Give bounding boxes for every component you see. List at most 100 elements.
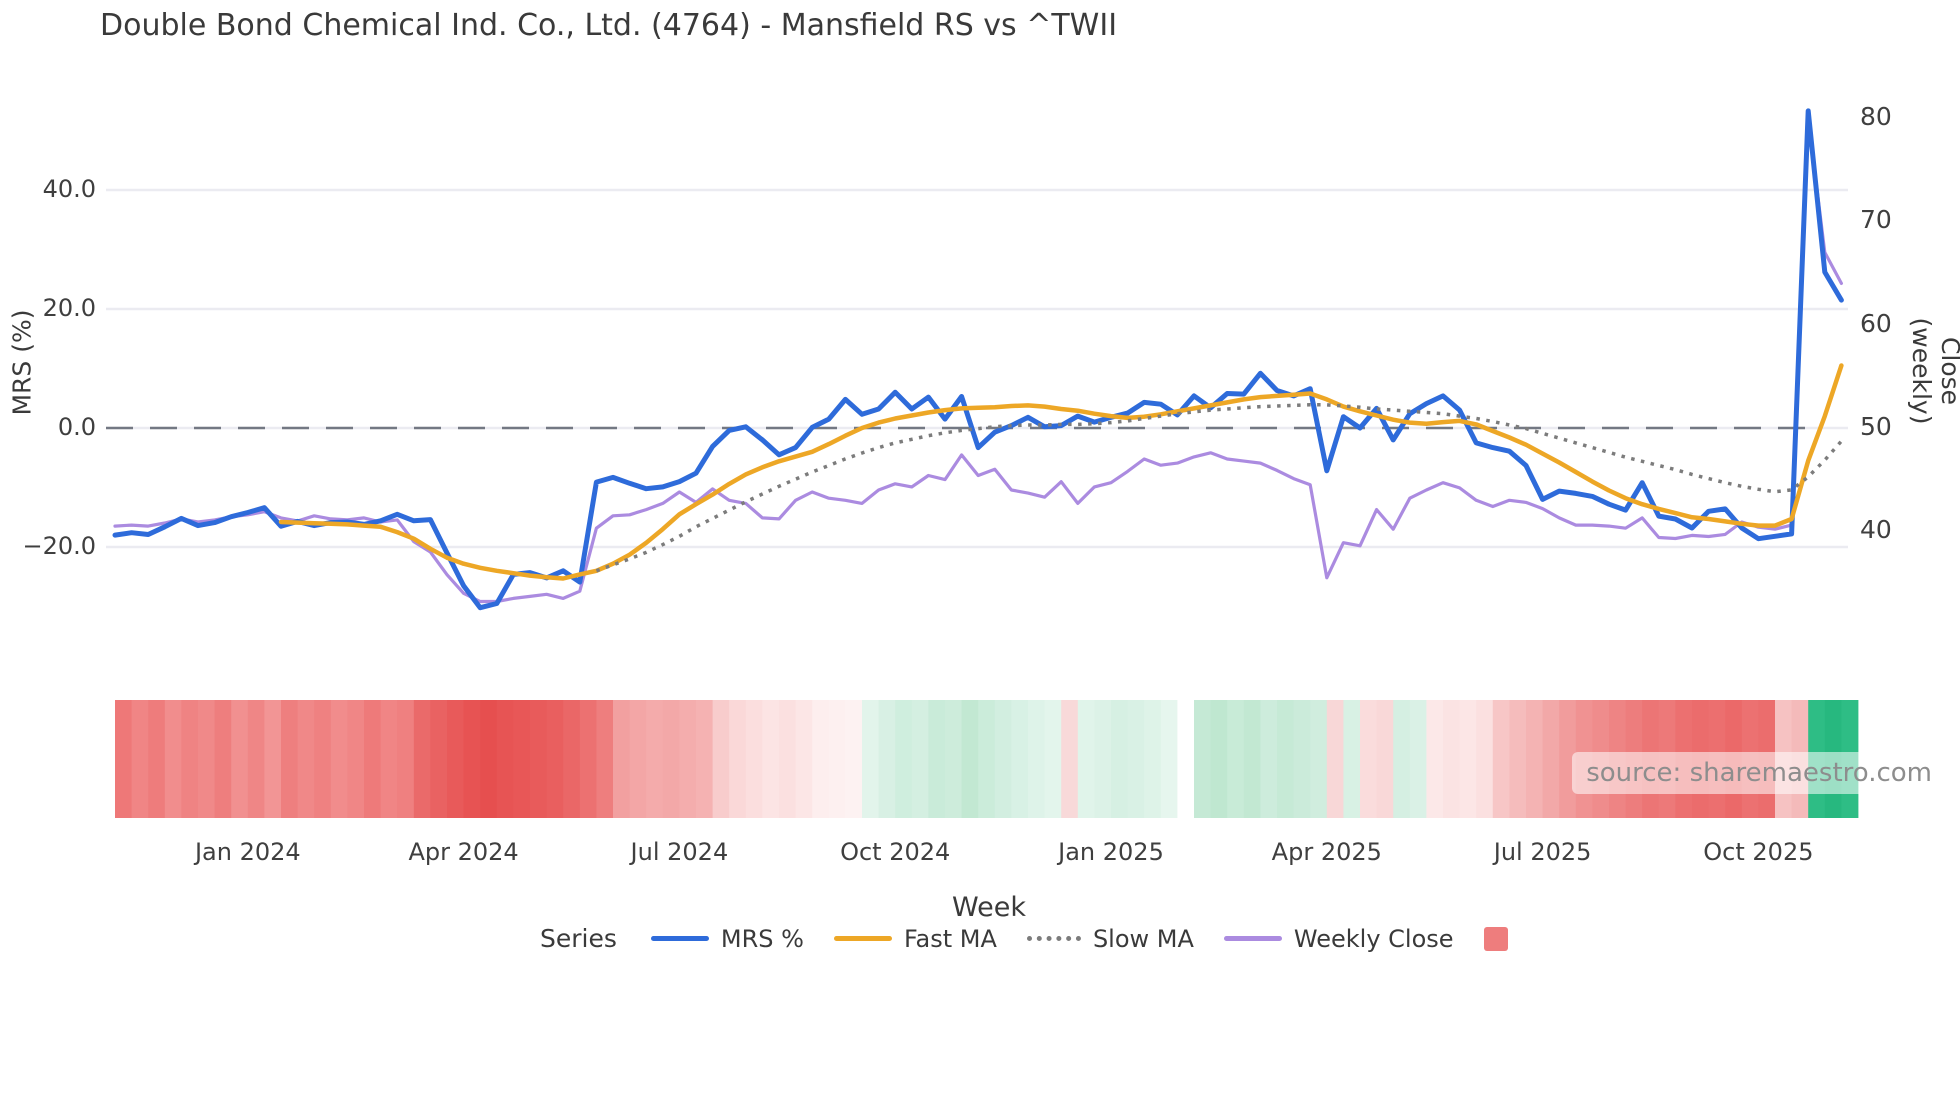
heatmap-cell [579,700,597,818]
heatmap-cell [1542,700,1560,818]
left-tick-label: −20.0 [22,532,96,560]
heatmap-cell [1559,700,1577,818]
heatmap-cell [1326,700,1344,818]
legend-item: Fast MA [833,925,997,953]
right-tick-label: 80 [1860,102,1892,132]
heatmap-cell [1526,700,1543,818]
heatmap-cell [430,700,448,818]
heatmap-cell [1459,700,1477,818]
heatmap-cell [978,700,996,818]
heatmap-cell [1343,700,1361,818]
heatmap-cell [247,700,265,818]
x-tick-label: Jan 2025 [1058,838,1164,866]
heatmap-cell [1277,700,1294,818]
heatmap-cell [413,700,431,818]
heatmap-cell [380,700,398,818]
heatmap-cell [480,700,498,818]
heatmap-cell [330,700,348,818]
heatmap-cell [546,700,564,818]
heatmap-cell [1443,700,1460,818]
legend-item: Weekly Close [1223,924,1454,953]
heatmap-cell [496,700,514,818]
heatmap-cell [1111,700,1128,818]
heatmap-cell [1409,700,1427,818]
heatmap-cell [1260,700,1278,818]
legend-series-label: Series [540,924,617,953]
heatmap-cell [530,700,547,818]
heatmap-cell [696,700,713,818]
heatmap-cell [1293,700,1311,818]
heatmap-cell [1210,700,1228,818]
heatmap-cell [1310,700,1328,818]
series-weekly-close [113,116,1844,604]
chart-title: Double Bond Chemical Ind. Co., Ltd. (476… [100,8,1118,43]
x-tick-label: Apr 2024 [408,838,519,866]
heatmap-cell [795,700,813,818]
x-tick-label: Jan 2024 [194,838,301,866]
heatmap-cell [513,700,531,818]
heatmap-cell [131,700,149,818]
heatmap-cell [662,700,680,818]
heatmap-cell [729,700,747,818]
series-fast-ma [278,363,1844,581]
heatmap-cell [1177,700,1195,818]
left-tick-label: 0.0 [57,413,96,441]
heatmap-cell [845,700,863,818]
heatmap-cell [1426,700,1444,818]
legend-item-label: Weekly Close [1293,924,1454,953]
heatmap-cell [629,700,647,818]
heatmap-cell [1376,700,1394,818]
heatmap-cell [231,700,249,818]
heatmap-cell [397,700,415,818]
heatmap-cell [779,700,796,818]
heatmap-cell [1509,700,1527,818]
series-mrs- [112,108,1844,611]
heatmap-cell [994,700,1012,818]
x-axis-label: Week [952,892,1026,923]
heatmap-cell [214,700,232,818]
heatmap-cell [1044,700,1062,818]
heatmap-cell [1360,700,1377,818]
heatmap-cell [895,700,913,818]
heatmap-cell [447,700,464,818]
heatmap-cell [862,700,879,818]
heatmap-cell [679,700,697,818]
legend-heatmap-swatch [1483,926,1508,951]
heatmap-cell [1160,700,1178,818]
x-tick-label: Jul 2024 [630,838,729,866]
heatmap-cell [646,700,664,818]
heatmap-cell [314,700,332,818]
heatmap-cell [911,700,929,818]
x-tick-label: Oct 2024 [840,838,951,866]
heatmap-cell [961,700,979,818]
heatmap-cell [1077,700,1095,818]
heatmap-cell [745,700,763,818]
heatmap-cell [563,700,581,818]
x-tick-label: Apr 2025 [1271,838,1382,866]
heatmap-cell [148,700,166,818]
heatmap-cell [596,700,614,818]
right-tick-label: 70 [1860,205,1892,235]
heatmap-cell [928,700,946,818]
heatmap-cell [878,700,896,818]
heatmap-cell [613,700,630,818]
x-tick-label: Oct 2025 [1703,838,1814,866]
heatmap-cell [463,700,481,818]
heatmap-cell [281,700,298,818]
heatmap-cell [828,700,846,818]
heatmap-cell [1028,700,1045,818]
right-tick-label: 60 [1860,308,1892,338]
heatmap-cell [1227,700,1245,818]
heatmap-cell [1127,700,1145,818]
heatmap-cell [1492,700,1510,818]
legend-item-label: MRS % [720,924,804,953]
heatmap-cell [297,700,315,818]
legend-line-swatch [1223,936,1282,941]
heatmap-cell [1393,700,1411,818]
legend-item: MRS % [650,924,804,953]
heatmap-cell [1243,700,1261,818]
legend-item: Slow MA [1026,925,1194,953]
legend-dotted-line-swatch [1026,936,1081,941]
heatmap-cell [198,700,215,818]
